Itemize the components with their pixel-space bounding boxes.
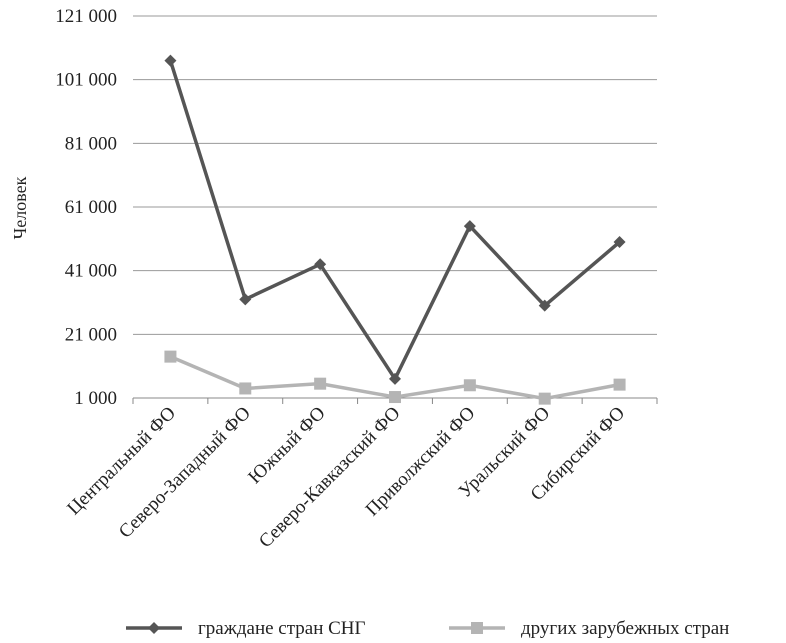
data-point [239,293,252,306]
y-tick-label: 1 000 [74,388,117,409]
legend-label: граждане стран СНГ [198,618,366,639]
series-group [164,54,626,385]
legend-marker [148,622,160,634]
data-point [613,378,626,391]
y-axis-label: Человек [10,176,30,239]
y-tick-label: 61 000 [65,197,117,218]
y-tick-labels: 1 000 21 000 41 000 61 000 81 000 101 000 121 … [55,6,117,409]
data-point [463,379,476,392]
legend-marker [471,622,483,634]
data-point [389,391,401,404]
series-group [164,350,626,405]
x-tick-label: Северо-Кавказский ФО [255,403,404,552]
y-tick-label: 41 000 [65,261,117,282]
data-point [314,377,327,390]
series-lines [164,54,626,405]
data-point [613,236,626,249]
y-tick-label: 81 000 [65,133,117,154]
grid-lines [132,15,658,404]
data-point [463,220,476,233]
data-point [538,299,551,312]
data-point [164,350,177,363]
data-point [164,54,177,67]
data-point [538,392,551,405]
data-point [389,372,401,385]
data-point [239,382,252,395]
y-tick-label: 21 000 [65,324,117,345]
y-tick-label: 101 000 [55,70,117,91]
data-point [314,258,327,271]
x-tick-label: Северо-Западный ФО [115,403,255,543]
y-tick-label: 121 000 [55,6,117,27]
legend-label: других зарубежных стран [521,618,729,639]
series-line [168,60,621,383]
legend: граждане стран СНГ других зарубежных стра… [126,618,729,639]
